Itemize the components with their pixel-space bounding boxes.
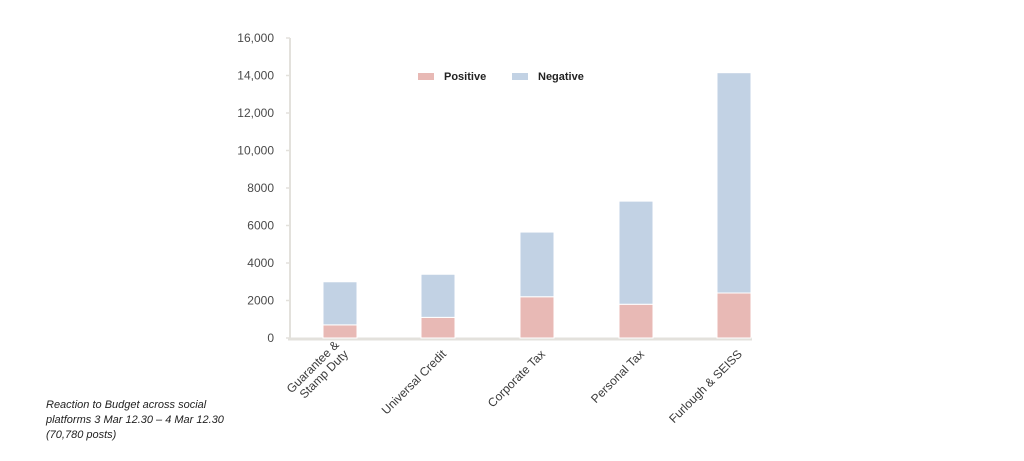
x-category-label: Furlough & SEISS (666, 347, 745, 426)
bar-negative-1 (420, 273, 456, 318)
x-category-label-line: Furlough & SEISS (666, 347, 745, 426)
bar-positive-2 (519, 296, 555, 339)
legend-label-negative: Negative (538, 71, 584, 83)
y-tick-label: 12,000 (237, 106, 274, 120)
legend-swatch-positive (418, 73, 434, 80)
bar-positive-1 (420, 316, 456, 339)
y-tick-label: 4000 (247, 256, 274, 270)
x-category-label-line: Personal Tax (588, 347, 647, 406)
x-category-label-line: Corporate Tax (485, 347, 548, 410)
y-tick-label: 6000 (247, 219, 274, 233)
y-tick-label: 10,000 (237, 144, 274, 158)
chart-caption: Reaction to Budget across social platfor… (46, 398, 276, 443)
x-category-label: Guarantee &Stamp Duty (284, 338, 351, 405)
legend-swatch-negative (512, 73, 528, 80)
x-category-label: Universal Credit (379, 347, 450, 418)
bar-positive-0 (322, 324, 358, 339)
bar-negative-4 (716, 72, 752, 294)
y-tick-label: 14,000 (237, 69, 274, 83)
legend-label-positive: Positive (444, 71, 486, 83)
caption-line-1: Reaction to Budget across social (46, 399, 207, 411)
bar-positive-3 (618, 303, 654, 339)
y-tick-label: 8000 (247, 181, 274, 195)
caption-line-2: platforms 3 Mar 12.30 – 4 Mar 12.30 (46, 414, 224, 426)
caption-line-3: (70,780 posts) (46, 429, 117, 441)
y-tick-label: 0 (267, 331, 274, 345)
bar-positive-4 (716, 292, 752, 339)
y-tick-label: 16,000 (237, 31, 274, 45)
bar-negative-0 (322, 281, 358, 326)
x-category-label: Personal Tax (588, 347, 647, 406)
bar-negative-2 (519, 231, 555, 298)
x-category-label: Corporate Tax (485, 347, 548, 410)
bar-negative-3 (618, 200, 654, 305)
x-category-label-line: Universal Credit (379, 347, 450, 418)
y-tick-label: 2000 (247, 294, 274, 308)
